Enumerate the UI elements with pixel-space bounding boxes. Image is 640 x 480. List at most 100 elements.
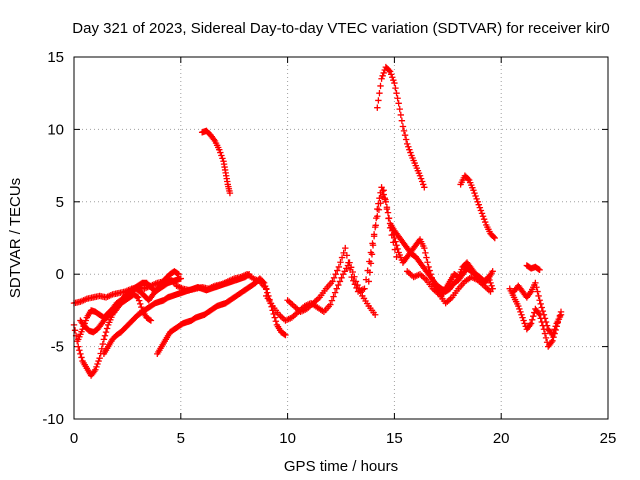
data-point xyxy=(282,331,289,339)
x-tick-label: 25 xyxy=(600,430,617,447)
series-track-17 xyxy=(523,262,543,274)
data-point xyxy=(473,195,480,203)
data-point xyxy=(516,305,523,313)
data-point xyxy=(332,271,339,278)
data-point xyxy=(521,320,528,327)
y-tick-label: 15 xyxy=(47,49,64,66)
data-point xyxy=(421,244,428,252)
data-point xyxy=(385,67,393,74)
data-point xyxy=(337,259,344,266)
data-point xyxy=(534,288,541,295)
data-point xyxy=(270,310,277,318)
data-points xyxy=(70,63,565,379)
data-point xyxy=(550,328,557,336)
series-track-11 xyxy=(386,220,496,295)
data-point xyxy=(476,204,484,211)
data-point xyxy=(377,82,384,90)
data-point xyxy=(259,278,267,286)
data-point xyxy=(383,204,391,211)
data-point xyxy=(384,209,392,216)
data-point xyxy=(76,347,83,354)
data-point xyxy=(79,326,86,333)
data-point xyxy=(481,218,489,226)
data-point xyxy=(95,357,102,365)
data-point xyxy=(543,322,551,329)
data-point xyxy=(541,330,549,337)
data-point xyxy=(376,90,383,97)
data-point xyxy=(78,354,85,361)
data-point xyxy=(82,317,89,324)
data-point xyxy=(536,297,543,304)
axis-ticks xyxy=(73,56,609,420)
data-point xyxy=(520,317,527,324)
data-point xyxy=(536,266,543,274)
data-point xyxy=(487,279,494,287)
data-point xyxy=(75,343,82,350)
series-track-16 xyxy=(510,279,565,339)
data-point xyxy=(420,181,427,188)
data-point xyxy=(217,149,224,156)
data-point xyxy=(557,311,565,318)
data-point xyxy=(375,97,382,104)
data-point xyxy=(100,336,108,343)
data-point xyxy=(338,274,345,282)
data-point xyxy=(94,360,101,368)
data-point xyxy=(98,345,105,352)
data-point xyxy=(417,175,425,182)
data-point xyxy=(471,189,478,197)
y-tick-label: 0 xyxy=(56,266,64,283)
data-point xyxy=(353,284,360,292)
data-point xyxy=(146,316,154,324)
data-point xyxy=(379,72,386,80)
data-point xyxy=(335,263,343,271)
data-point xyxy=(71,327,79,334)
data-point xyxy=(402,136,410,143)
data-point xyxy=(549,337,556,345)
data-point xyxy=(350,277,357,284)
data-point xyxy=(475,201,482,208)
data-point xyxy=(365,278,372,285)
data-point xyxy=(397,111,405,119)
data-point xyxy=(133,293,141,300)
plot-frame xyxy=(73,56,609,420)
data-point xyxy=(542,334,550,342)
data-point xyxy=(335,281,342,289)
data-point xyxy=(391,79,398,87)
data-point xyxy=(392,238,399,245)
data-point xyxy=(527,320,535,327)
data-point xyxy=(491,234,498,242)
data-point xyxy=(405,143,412,150)
data-point xyxy=(329,278,336,285)
data-point xyxy=(548,339,555,346)
data-point xyxy=(478,210,486,217)
x-tick-label: 0 xyxy=(70,430,78,447)
data-point xyxy=(80,323,87,330)
data-point xyxy=(333,285,340,292)
data-point xyxy=(361,285,368,292)
series-track-5 xyxy=(75,275,184,343)
data-point xyxy=(526,321,534,329)
data-point xyxy=(99,340,107,348)
data-point xyxy=(374,104,381,111)
data-point xyxy=(272,318,280,325)
data-point xyxy=(348,273,355,281)
data-point xyxy=(385,214,393,222)
data-point xyxy=(416,172,424,179)
series-track-15 xyxy=(506,285,565,350)
data-point xyxy=(418,178,426,185)
y-tick-labels: -10 -5 0 5 10 15 xyxy=(42,49,64,428)
data-point xyxy=(330,274,338,282)
data-point xyxy=(343,252,351,259)
data-point xyxy=(103,325,111,332)
data-point xyxy=(137,300,144,308)
data-point xyxy=(271,314,278,321)
series-track-9 xyxy=(284,187,400,316)
data-point xyxy=(393,242,400,249)
data-point xyxy=(370,232,378,240)
data-point xyxy=(371,311,379,318)
data-point xyxy=(351,281,359,288)
data-point xyxy=(147,317,155,324)
data-point xyxy=(336,278,344,285)
data-point xyxy=(533,284,540,291)
x-tick-label: 10 xyxy=(279,430,296,447)
